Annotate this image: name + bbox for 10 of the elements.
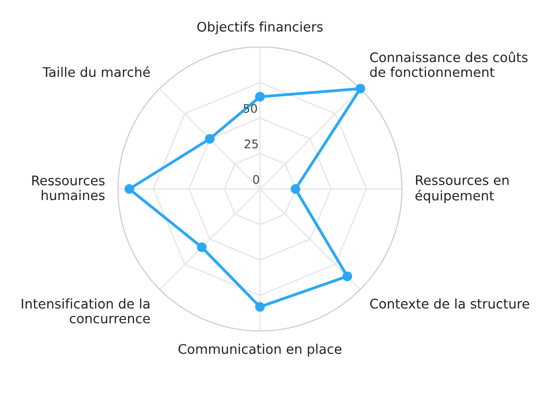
spoke-label: Objectifs financiers [197, 21, 323, 34]
spoke-label: Ressources en équipement [415, 175, 509, 204]
y-tick-label: 0 [253, 174, 260, 184]
spoke-label: Taille du marché [42, 66, 150, 78]
spoke-label: Communication en place [178, 344, 342, 357]
y-tick-label: 25 [244, 139, 258, 148]
spoke-label: Connaissance des coûts de fonctionnement [370, 52, 528, 78]
spoke-label: Contexte de la structure [370, 298, 530, 309]
spoke-label: Intensification de la concurrence [22, 298, 150, 324]
spoke-label: Ressources humaines [32, 176, 105, 200]
